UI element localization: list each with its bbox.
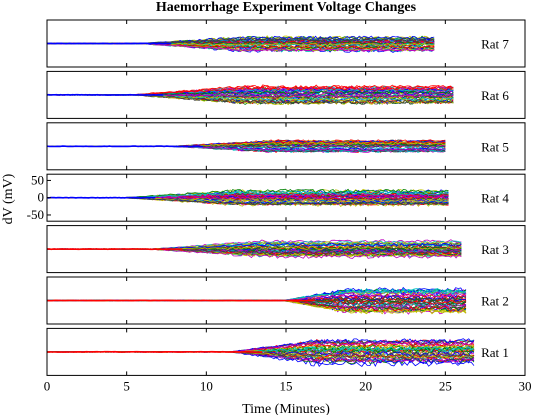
y-tick-label: 50 bbox=[31, 172, 44, 187]
panel-rat-6: Rat 6 bbox=[46, 70, 526, 119]
y-axis-label: dV (mV) bbox=[1, 173, 16, 224]
y-tick-label: -50 bbox=[27, 207, 44, 222]
x-tick-label: 25 bbox=[439, 378, 452, 393]
panel-rat-7: Rat 7 bbox=[46, 19, 526, 68]
panel-rat-2: Rat 2 bbox=[46, 276, 526, 325]
trace-bundle bbox=[47, 239, 462, 259]
panel-label: Rat 3 bbox=[481, 242, 509, 257]
x-tick-label: 0 bbox=[44, 378, 51, 393]
panel-rat-3: Rat 3 bbox=[46, 225, 526, 274]
x-tick-label: 30 bbox=[519, 378, 532, 393]
trace-bundle bbox=[47, 286, 467, 315]
panel-rat-1: Rat 1 0 5 10 15 20 25 30 bbox=[44, 327, 532, 393]
x-tick-label: 15 bbox=[280, 378, 293, 393]
panel-label: Rat 1 bbox=[481, 345, 509, 360]
panel-label: Rat 6 bbox=[481, 88, 509, 103]
trace-bundle bbox=[47, 139, 446, 154]
panel-rat-4: Rat 4 50 0 -50 bbox=[27, 172, 526, 222]
panel-label: Rat 5 bbox=[481, 139, 509, 154]
x-tick-label: 10 bbox=[200, 378, 213, 393]
y-tick-label: 0 bbox=[38, 190, 45, 205]
panel-label: Rat 7 bbox=[481, 37, 509, 52]
trace-bundle bbox=[47, 84, 454, 106]
x-tick-label: 20 bbox=[359, 378, 372, 393]
trace-bundle bbox=[47, 35, 435, 53]
chart-title: Haemorrhage Experiment Voltage Changes bbox=[156, 0, 417, 15]
x-axis-label: Time (Minutes) bbox=[242, 402, 330, 415]
trace-bundle bbox=[47, 338, 475, 368]
panel-label: Rat 2 bbox=[481, 294, 509, 309]
trace-bundle bbox=[47, 188, 449, 207]
panel-label: Rat 4 bbox=[481, 191, 509, 206]
x-tick-label: 5 bbox=[123, 378, 130, 393]
panel-rat-5: Rat 5 bbox=[46, 122, 526, 171]
